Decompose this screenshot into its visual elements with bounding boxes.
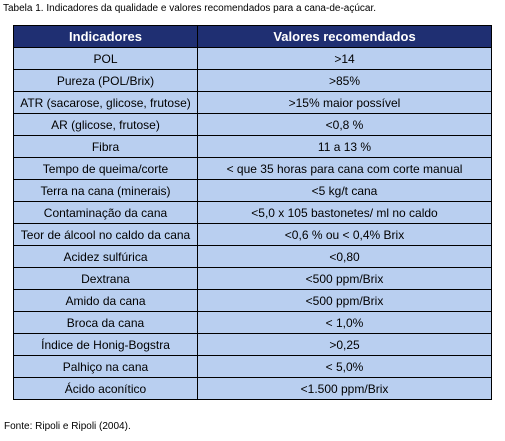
value-cell: <5,0 x 105 bastonetes/ ml no caldo bbox=[197, 201, 492, 224]
table-row: Teor de álcool no caldo da cana <0,6 % o… bbox=[13, 223, 492, 246]
value-cell: <0,6 % ou < 0,4% Brix bbox=[197, 223, 492, 246]
indicator-cell: Acidez sulfúrica bbox=[13, 245, 198, 268]
table-row: Pureza (POL/Brix) >85% bbox=[13, 69, 492, 92]
table-row: Acidez sulfúrica <0,80 bbox=[13, 245, 492, 268]
table-row: Broca da cana < 1,0% bbox=[13, 311, 492, 334]
table-row: POL >14 bbox=[13, 47, 492, 70]
table-row: Ácido aconítico <1.500 ppm/Brix bbox=[13, 377, 492, 400]
header-valores-recomendados: Valores recomendados bbox=[197, 25, 492, 48]
indicator-cell: Amido da cana bbox=[13, 289, 198, 312]
indicator-cell: Ácido aconítico bbox=[13, 377, 198, 400]
table-source-note: Fonte: Ripoli e Ripoli (2004). bbox=[4, 421, 131, 432]
table-row: Terra na cana (minerais) <5 kg/t cana bbox=[13, 179, 492, 202]
table-row: Palhiço na cana < 5,0% bbox=[13, 355, 492, 378]
table-row: Amido da cana <500 ppm/Brix bbox=[13, 289, 492, 312]
indicator-cell: Dextrana bbox=[13, 267, 198, 290]
value-cell: <5 kg/t cana bbox=[197, 179, 492, 202]
indicator-cell: POL bbox=[13, 47, 198, 70]
value-cell: < que 35 horas para cana com corte manua… bbox=[197, 157, 492, 180]
indicator-cell: Pureza (POL/Brix) bbox=[13, 69, 198, 92]
value-cell: <0,8 % bbox=[197, 113, 492, 136]
indicator-cell: Teor de álcool no caldo da cana bbox=[13, 223, 198, 246]
table-row: AR (glicose, frutose) <0,8 % bbox=[13, 113, 492, 136]
value-cell: <1.500 ppm/Brix bbox=[197, 377, 492, 400]
table-row: Dextrana <500 ppm/Brix bbox=[13, 267, 492, 290]
indicator-cell: Terra na cana (minerais) bbox=[13, 179, 198, 202]
value-cell: < 5,0% bbox=[197, 355, 492, 378]
table-row: Índice de Honig-Bogstra >0,25 bbox=[13, 333, 492, 356]
table-row: Contaminação da cana <5,0 x 105 bastonet… bbox=[13, 201, 492, 224]
indicator-cell: Tempo de queima/corte bbox=[13, 157, 198, 180]
value-cell: >0,25 bbox=[197, 333, 492, 356]
table-row: ATR (sacarose, glicose, frutose) >15% ma… bbox=[13, 91, 492, 114]
table-caption: Tabela 1. Indicadores da qualidade e val… bbox=[3, 3, 377, 14]
header-indicadores: Indicadores bbox=[13, 25, 198, 48]
value-cell: >85% bbox=[197, 69, 492, 92]
table-row: Fibra 11 a 13 % bbox=[13, 135, 492, 158]
quality-indicators-table: Indicadores Valores recomendados POL >14… bbox=[13, 25, 492, 400]
value-cell: >15% maior possível bbox=[197, 91, 492, 114]
indicator-cell: Broca da cana bbox=[13, 311, 198, 334]
indicator-cell: Palhiço na cana bbox=[13, 355, 198, 378]
value-cell: 11 a 13 % bbox=[197, 135, 492, 158]
indicator-cell: Índice de Honig-Bogstra bbox=[13, 333, 198, 356]
indicator-cell: AR (glicose, frutose) bbox=[13, 113, 198, 136]
value-cell: < 1,0% bbox=[197, 311, 492, 334]
indicator-cell: Contaminação da cana bbox=[13, 201, 198, 224]
indicator-cell: Fibra bbox=[13, 135, 198, 158]
table-row: Tempo de queima/corte < que 35 horas par… bbox=[13, 157, 492, 180]
indicator-cell: ATR (sacarose, glicose, frutose) bbox=[13, 91, 198, 114]
value-cell: <500 ppm/Brix bbox=[197, 267, 492, 290]
value-cell: <0,80 bbox=[197, 245, 492, 268]
value-cell: <500 ppm/Brix bbox=[197, 289, 492, 312]
value-cell: >14 bbox=[197, 47, 492, 70]
table-header-row: Indicadores Valores recomendados bbox=[13, 25, 492, 48]
